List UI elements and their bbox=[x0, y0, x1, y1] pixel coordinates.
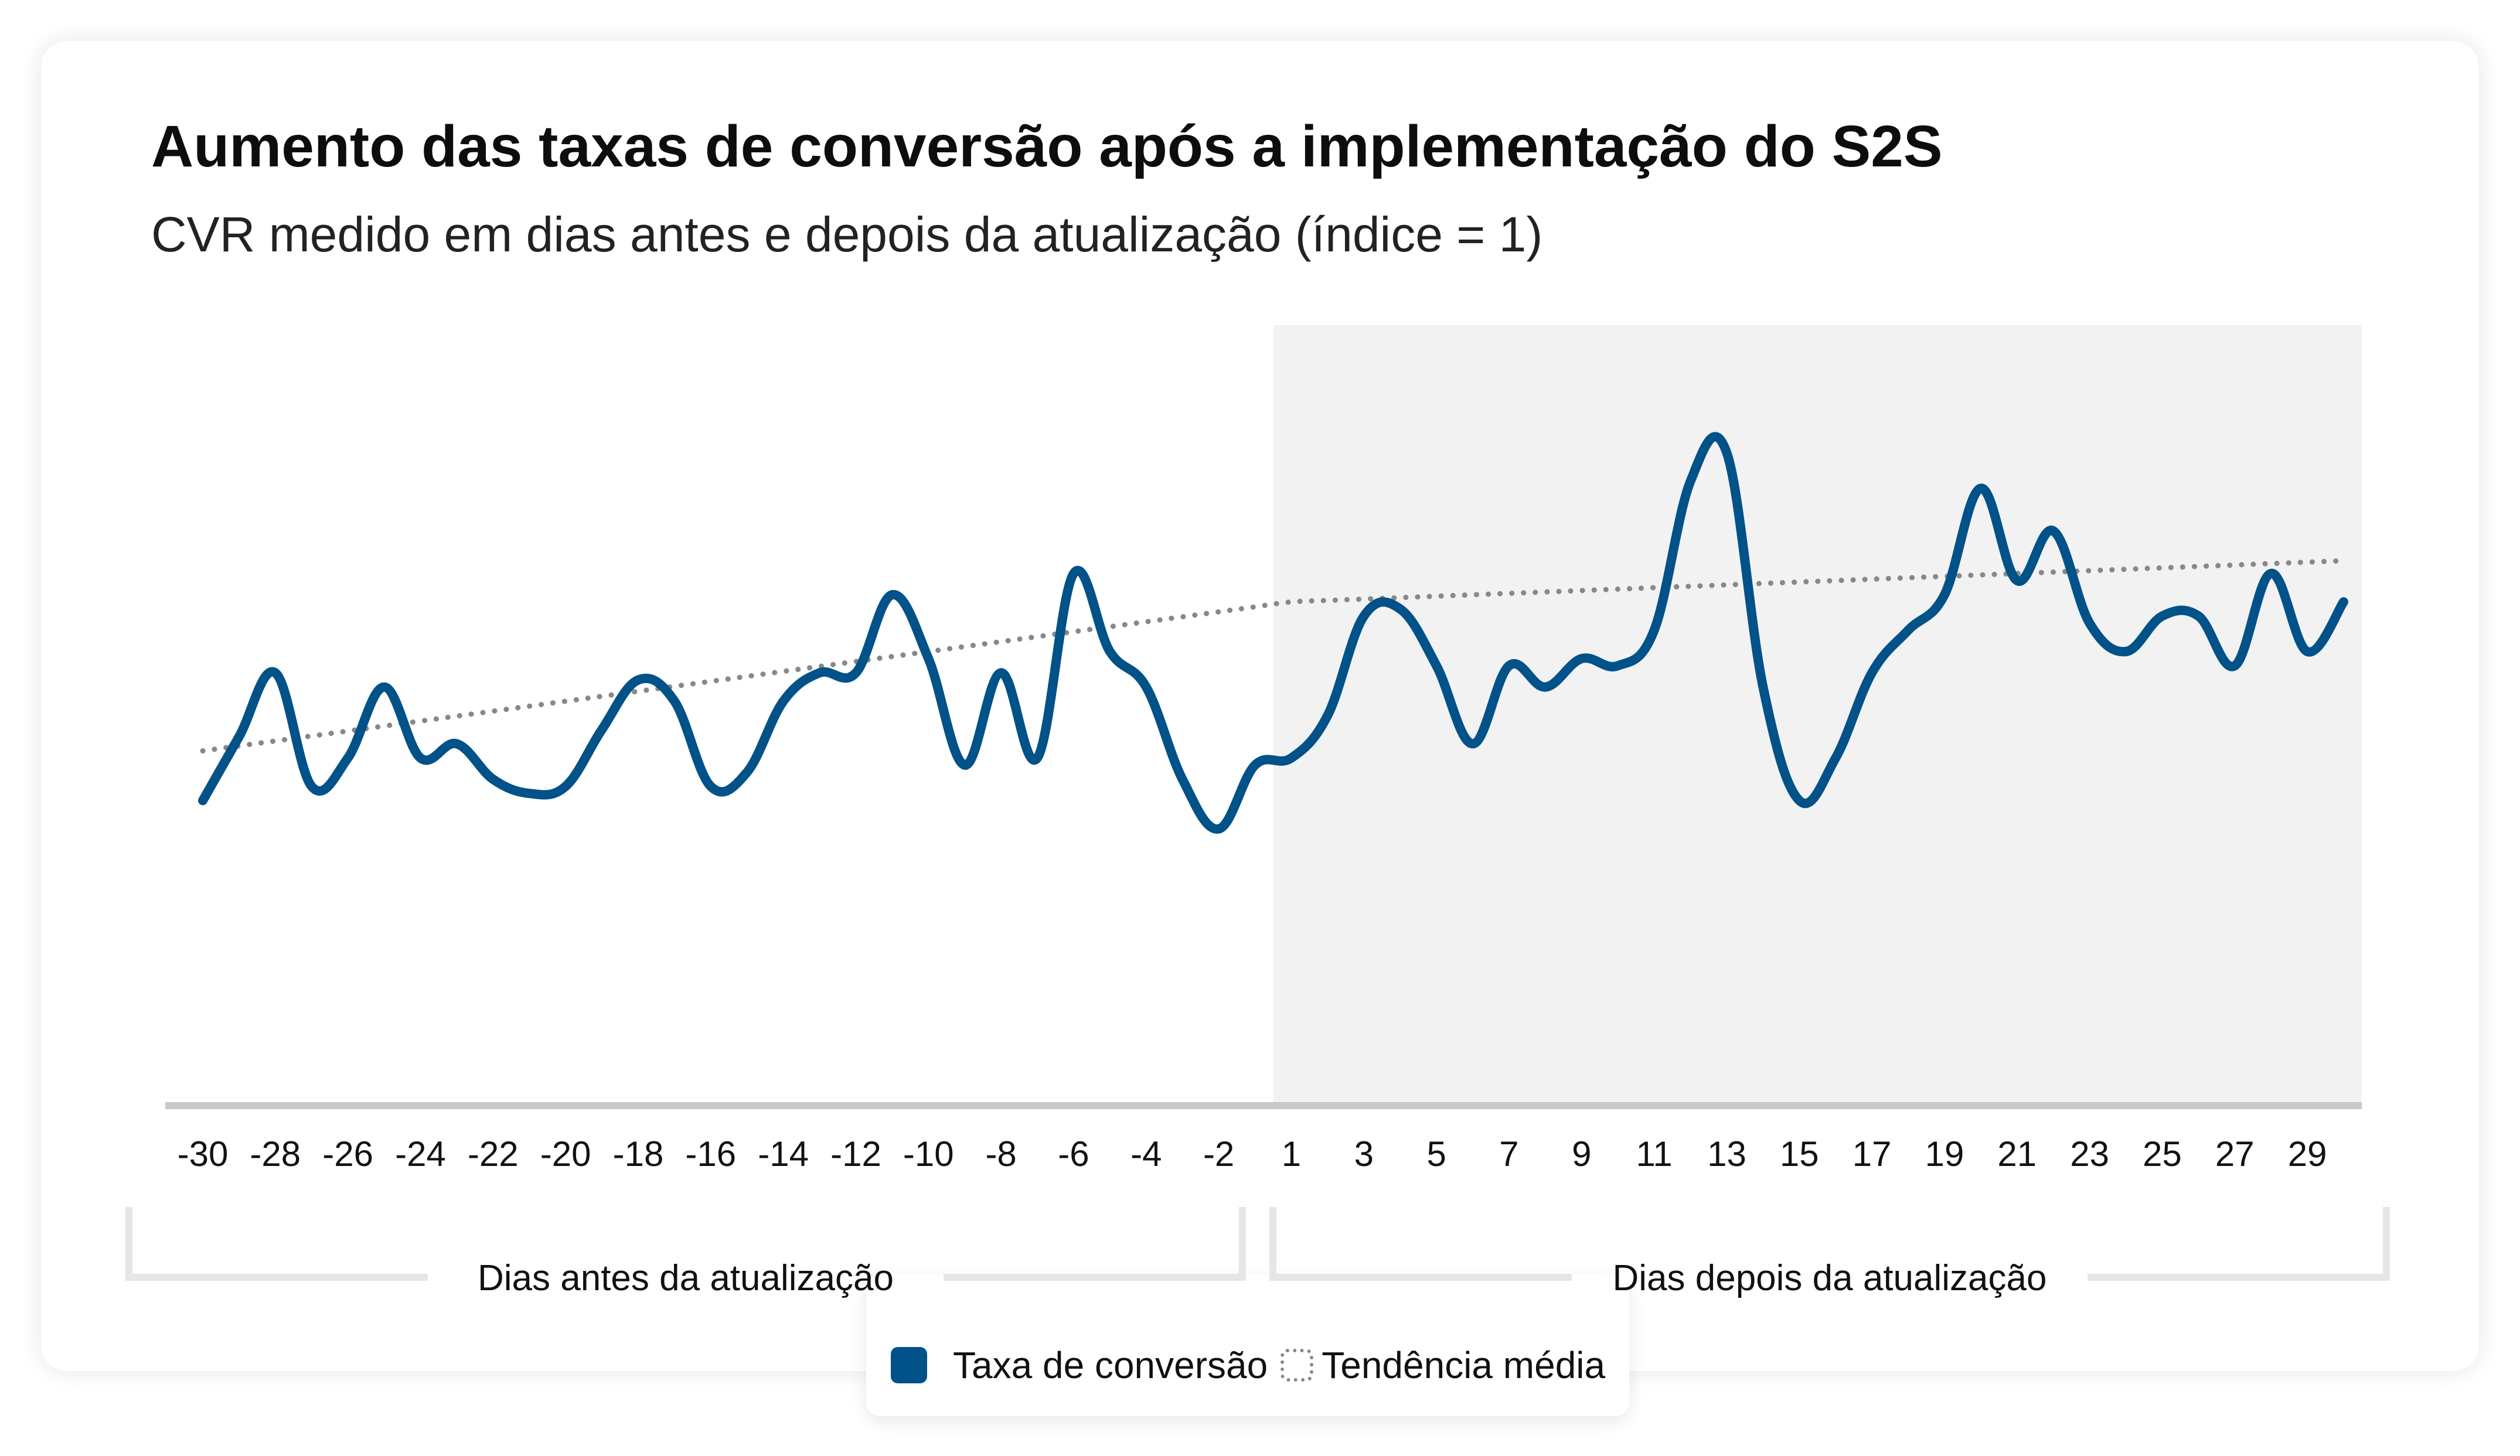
x-tick-label: 17 bbox=[1852, 1134, 1892, 1174]
x-tick-label: -4 bbox=[1130, 1134, 1162, 1174]
x-tick-label: -8 bbox=[985, 1134, 1016, 1174]
x-tick-label: 3 bbox=[1354, 1134, 1374, 1174]
legend: Taxa de conversão Tendência média bbox=[891, 1339, 1605, 1392]
x-tick-label: -22 bbox=[468, 1134, 519, 1174]
conversion-series bbox=[198, 432, 2348, 834]
series-line-conversion bbox=[198, 432, 2348, 834]
phase-label-0: Dias antes da atualização bbox=[478, 1258, 894, 1298]
trend-swatch-icon bbox=[1281, 1349, 1314, 1382]
region-backgrounds bbox=[1273, 325, 2362, 1106]
x-tick-label: 23 bbox=[2070, 1134, 2109, 1174]
legend-item-trend-label: Tendência média bbox=[1322, 1344, 1606, 1386]
x-tick-label: -24 bbox=[395, 1134, 446, 1174]
x-tick-label: -20 bbox=[540, 1134, 591, 1174]
phase-brackets: Dias antes da atualização Dias depois da … bbox=[125, 1207, 2390, 1298]
x-tick-label: 11 bbox=[1636, 1134, 1672, 1174]
phase-bracket-1 bbox=[1269, 1207, 2390, 1281]
legend-panel bbox=[866, 1274, 1629, 1416]
x-tick-label: -14 bbox=[758, 1134, 809, 1174]
x-tick-label: 7 bbox=[1499, 1134, 1518, 1174]
x-tick-label: -10 bbox=[903, 1134, 954, 1174]
chart-title: Aumento das taxas de conversão após a im… bbox=[151, 114, 1943, 179]
x-tick-label: 5 bbox=[1426, 1134, 1446, 1174]
x-tick-label: 19 bbox=[1925, 1134, 1964, 1174]
x-tick-label: -30 bbox=[178, 1134, 229, 1174]
x-tick-label: 27 bbox=[2215, 1134, 2255, 1174]
trend-series bbox=[200, 558, 2347, 753]
x-tick-label: -2 bbox=[1203, 1134, 1234, 1174]
series-line-trend bbox=[200, 558, 2347, 753]
region-background-1 bbox=[1273, 325, 2362, 1106]
x-tick-label: -18 bbox=[613, 1134, 664, 1174]
x-tick-label: -28 bbox=[250, 1134, 301, 1174]
legend-item-conversion-label: Taxa de conversão bbox=[953, 1344, 1268, 1386]
x-tick-label: 1 bbox=[1282, 1134, 1301, 1174]
conversion-swatch-icon bbox=[891, 1347, 927, 1383]
x-tick-label: 21 bbox=[1997, 1134, 2037, 1174]
x-tick-label: 15 bbox=[1780, 1134, 1819, 1174]
x-tick-label: 29 bbox=[2288, 1134, 2327, 1174]
x-tick-label: -16 bbox=[685, 1134, 736, 1174]
x-tick-label: 25 bbox=[2143, 1134, 2182, 1174]
phase-label-1: Dias depois da atualização bbox=[1612, 1258, 2046, 1298]
x-tick-labels: -30 -28 -26 -24 -22 -20 -18 -16 -14 -12 -10 -8 -6 -4 -… bbox=[178, 1134, 2327, 1174]
phase-bracket-0 bbox=[125, 1207, 1246, 1281]
x-tick-label: -26 bbox=[322, 1134, 373, 1174]
x-tick-label: 13 bbox=[1707, 1134, 1746, 1174]
chart-subtitle: CVR medido em dias antes e depois da atu… bbox=[151, 207, 1543, 262]
x-tick-label: -6 bbox=[1058, 1134, 1089, 1174]
x-tick-label: -12 bbox=[830, 1134, 881, 1174]
x-tick-label: 9 bbox=[1572, 1134, 1591, 1174]
